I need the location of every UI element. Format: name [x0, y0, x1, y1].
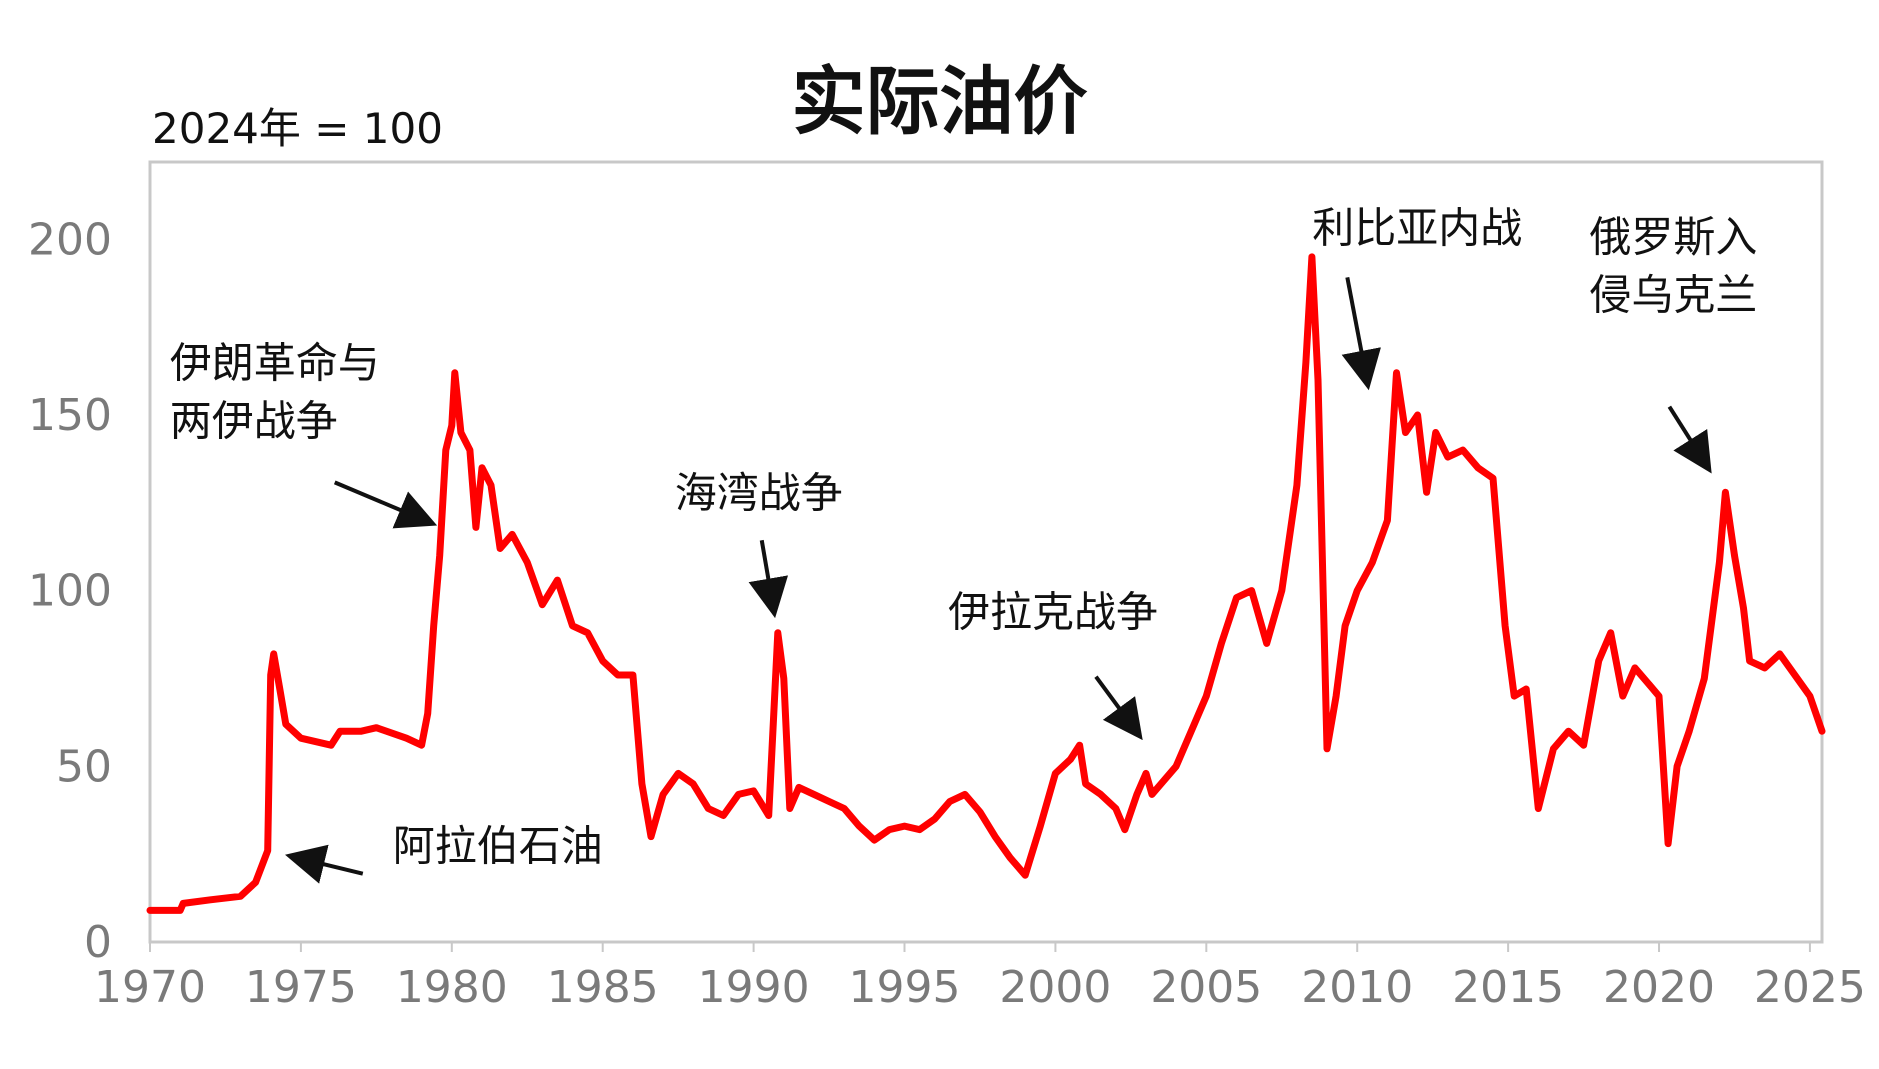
- annotation-arrow: [748, 539, 789, 619]
- y-tick-label: 100: [28, 566, 112, 617]
- plot-frame: [148, 160, 1824, 944]
- annotation-line: 海湾战争: [675, 468, 843, 517]
- annotation-label: 伊朗革命与两伊战争: [170, 338, 380, 445]
- x-tick-label: 2020: [1603, 962, 1715, 1013]
- x-tick-label: 1995: [849, 962, 961, 1013]
- x-tick-label: 1990: [698, 962, 810, 1013]
- annotation-line: 利比亚内战: [1312, 203, 1522, 252]
- chart-title: 实际油价: [791, 59, 1088, 145]
- annotation-arrow: [1667, 405, 1712, 474]
- x-tick-label: 2010: [1301, 962, 1413, 1013]
- y-tick-label: 0: [84, 917, 112, 968]
- annotation-label: 海湾战争: [675, 468, 843, 517]
- annotation-label: 俄罗斯入侵乌克兰: [1589, 213, 1757, 320]
- x-tick-label: 2015: [1452, 962, 1564, 1013]
- y-tick-label: 200: [28, 214, 112, 265]
- annotation-line: 伊拉克战争: [948, 588, 1158, 637]
- annotation-label: 阿拉伯石油: [393, 822, 603, 871]
- annotation-line: 两伊战争: [170, 396, 338, 445]
- annotation-line: 俄罗斯入: [1589, 213, 1757, 262]
- annotation-line: 阿拉伯石油: [393, 822, 603, 871]
- x-tick-label: 1980: [396, 962, 508, 1013]
- y-tick-label: 150: [28, 390, 112, 441]
- x-tick-label: 2000: [999, 962, 1111, 1013]
- oil-price-line: [146, 253, 1826, 914]
- annotation-arrow: [1094, 675, 1143, 741]
- annotation-label: 伊拉克战争: [948, 588, 1158, 637]
- x-tick-label: 1970: [94, 962, 206, 1013]
- annotation-label: 利比亚内战: [1312, 203, 1522, 252]
- x-tick-label: 2025: [1754, 962, 1866, 1013]
- annotation-line: 侵乌克兰: [1589, 271, 1757, 320]
- y-tick-label: 50: [56, 741, 112, 792]
- annotation-arrow: [333, 480, 438, 529]
- annotation-line: 伊朗革命与: [170, 338, 380, 387]
- annotation-arrow: [1341, 277, 1381, 391]
- annotation-arrow: [285, 844, 364, 884]
- chart-unit-label: 2024年 = 100: [152, 104, 443, 153]
- x-tick-label: 1975: [245, 962, 357, 1013]
- x-tick-label: 2005: [1150, 962, 1262, 1013]
- x-tick-label: 1985: [547, 962, 659, 1013]
